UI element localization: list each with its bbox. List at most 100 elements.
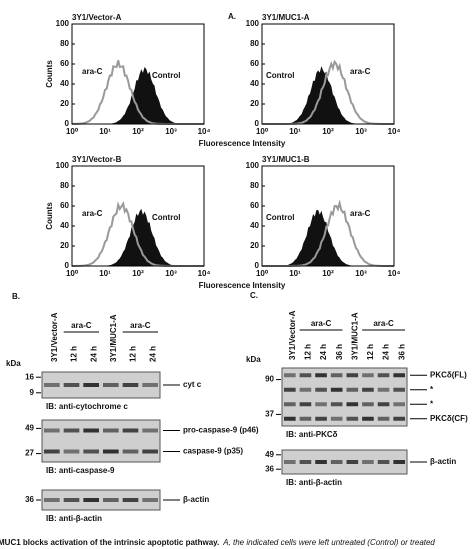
- band: [315, 402, 327, 407]
- band: [142, 449, 158, 454]
- band: [377, 373, 390, 378]
- band-label: PKCδ(CF): [430, 414, 468, 423]
- kda-label: kDa: [246, 355, 261, 364]
- blot-caption: IB: anti-β-actin: [46, 514, 102, 523]
- blot-caption: IB: anti-cytochrome c: [46, 402, 128, 411]
- band: [393, 416, 405, 421]
- control-histogram: [72, 67, 204, 124]
- band: [284, 373, 296, 378]
- band: [330, 416, 343, 421]
- blot: [41, 371, 161, 399]
- y-tick-label: 100: [56, 19, 70, 28]
- y-tick-label: 20: [250, 99, 259, 108]
- blot-caption: IB: anti-caspase-9: [46, 466, 115, 475]
- lane-label: 12 h: [304, 344, 313, 360]
- x-tick-label: 10³: [355, 269, 367, 278]
- band: [346, 402, 359, 407]
- y-tick-label: 0: [255, 119, 260, 128]
- lane-label: 12 h: [366, 344, 375, 360]
- plot-frame: [71, 165, 205, 267]
- band: [83, 449, 99, 454]
- plot-title: 3Y1/Vector-A: [72, 13, 122, 22]
- y-tick-label: 80: [60, 181, 69, 190]
- band: [393, 387, 405, 392]
- band: [330, 402, 343, 407]
- band: [103, 383, 119, 387]
- caption-lead: MUC1 blocks activation of the intrinsic …: [0, 538, 219, 547]
- band: [299, 373, 312, 378]
- band: [330, 387, 343, 392]
- panel-label: C.: [250, 291, 258, 300]
- x-tick-label: 10⁰: [256, 127, 269, 136]
- y-tick-label: 60: [250, 59, 259, 68]
- x-tick-label: 10²: [322, 127, 334, 136]
- marker: 49: [25, 424, 34, 433]
- band: [362, 460, 374, 464]
- control-label: Control: [266, 213, 294, 222]
- y-tick-label: 60: [60, 59, 69, 68]
- lane-label: 3Y1/MUC1-A: [350, 312, 359, 360]
- band: [315, 373, 327, 378]
- treated-label: ara-C: [350, 67, 371, 76]
- x-tick-label: 10⁰: [256, 269, 269, 278]
- band: [142, 498, 158, 502]
- band: [83, 428, 99, 433]
- band: [346, 460, 359, 464]
- y-tick-label: 80: [250, 39, 259, 48]
- band: [346, 416, 359, 421]
- blot: [41, 419, 161, 463]
- treated-label: ara-C: [82, 67, 103, 76]
- x-axis-label: Fluorescence Intensity: [199, 281, 286, 290]
- y-tick-label: 100: [246, 19, 260, 28]
- kda-label: kDa: [6, 359, 21, 368]
- band-label: pro-caspase-9 (p46): [183, 426, 259, 435]
- blot: [281, 367, 408, 427]
- y-tick-label: 100: [246, 161, 260, 170]
- group-label: ara-C: [71, 321, 92, 330]
- band-label: *: [430, 385, 434, 394]
- x-tick-label: 10²: [322, 269, 334, 278]
- treated-label: ara-C: [350, 209, 371, 218]
- x-tick-label: 10⁴: [198, 127, 211, 136]
- band: [299, 402, 312, 407]
- marker: 36: [25, 495, 34, 504]
- y-tick-label: 60: [60, 201, 69, 210]
- plot-title: 3Y1/MUC1-B: [262, 155, 310, 164]
- x-tick-label: 10⁰: [66, 127, 79, 136]
- band: [330, 373, 343, 378]
- control-label: Control: [152, 213, 180, 222]
- band: [44, 383, 60, 387]
- band-label: cyt c: [183, 380, 202, 389]
- band: [63, 383, 80, 387]
- band: [393, 373, 405, 378]
- band: [122, 498, 139, 502]
- band: [299, 416, 312, 421]
- group-label: ara-C: [311, 319, 332, 328]
- band: [346, 387, 359, 392]
- marker: 36: [265, 464, 274, 473]
- band: [377, 387, 390, 392]
- band: [103, 449, 119, 454]
- lane-label: 24 h: [319, 344, 328, 360]
- plot-frame: [261, 23, 395, 125]
- marker: 16: [25, 372, 34, 381]
- band: [362, 387, 374, 392]
- y-tick-label: 60: [250, 201, 259, 210]
- band: [122, 449, 139, 454]
- band: [299, 460, 312, 464]
- lane-label: 3Y1/Vector-A: [288, 310, 297, 360]
- band: [142, 428, 158, 433]
- lane-label: 24 h: [148, 346, 157, 362]
- plot-title: 3Y1/Vector-B: [72, 155, 122, 164]
- blot-caption: IB: anti-β-actin: [286, 478, 342, 487]
- band: [393, 460, 405, 464]
- band-label: *: [430, 399, 434, 408]
- x-axis-label: Fluorescence Intensity: [199, 139, 286, 148]
- band: [362, 373, 374, 378]
- band: [284, 460, 296, 464]
- band: [103, 498, 119, 502]
- group-label: ara-C: [130, 321, 151, 330]
- control-histogram: [262, 209, 394, 266]
- caption-text: A, the indicated cells were left untreat…: [222, 538, 435, 547]
